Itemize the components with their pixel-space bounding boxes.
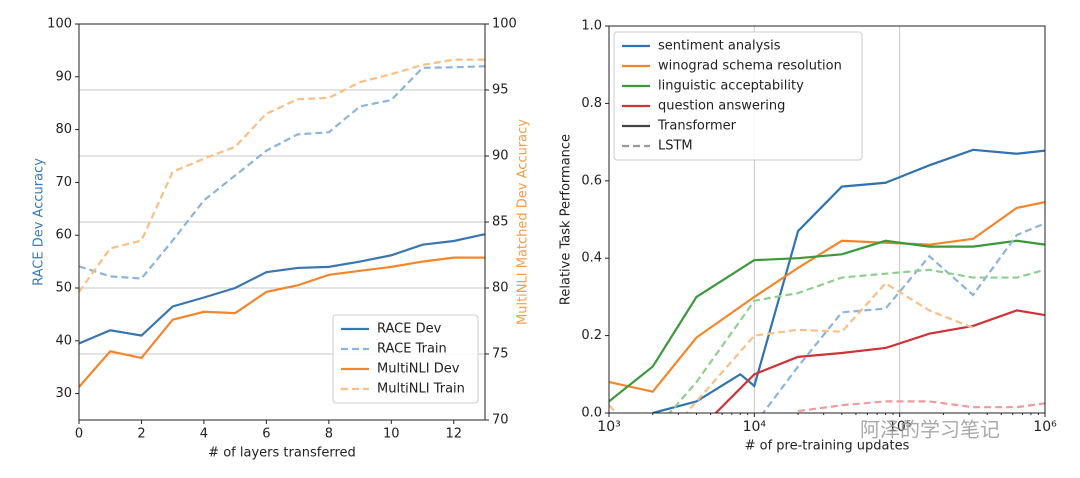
line-series [797, 400, 1045, 413]
x-axis-label: # of pre-training updates [745, 439, 910, 454]
y2-tick-label: 100 [492, 17, 517, 32]
y-tick-label: 30 [55, 386, 72, 401]
x-tick-label: 0 [75, 427, 83, 442]
line-series [668, 268, 1045, 413]
legend-label: Transformer [657, 119, 737, 134]
plot-frame [608, 25, 1046, 414]
line-series [79, 58, 485, 293]
x-tick-label: 10³ [597, 419, 620, 435]
line-series [79, 233, 485, 345]
y2-tick-label: 90 [492, 149, 509, 164]
x-tick-label: 12 [445, 427, 462, 442]
y-tick-label: 100 [47, 17, 72, 32]
y-tick-label: 50 [55, 281, 72, 296]
legend: sentiment analysis winograd schema resolu… [613, 31, 863, 161]
x-tick-label: 4 [200, 427, 208, 442]
line-series [714, 309, 1045, 413]
series-group [79, 58, 485, 388]
x-tick-label: 10 [383, 427, 400, 442]
y2-axis-label: MultiNLI Matched Dev Accuracy [516, 119, 531, 325]
x-tick-label: 6 [262, 427, 270, 442]
legend-label: LSTM [658, 139, 693, 154]
line-series [609, 201, 1045, 393]
x-axis-label: # of layers transferred [208, 446, 356, 461]
y-tick-label: 0.2 [581, 328, 602, 343]
series-group [609, 148, 1045, 413]
watermark: 阿泽的学习笔记 [860, 418, 1000, 442]
chart: 0 2 4 6 8 10 12 30 40 50 60 70 80 90 100 70 75 80 85 90 95 10… [32, 17, 531, 461]
y-tick-label: 80 [55, 122, 72, 137]
line-series [761, 222, 1045, 413]
chart: 10³ 10⁴ 10⁵ 10⁶ 0.0 0.2 0.4 0.6 0.8 1.0 # of pre-t… [559, 19, 1058, 454]
legend-box [613, 31, 863, 161]
y-tick-label: 0.6 [581, 173, 602, 188]
y-tick-label: 0.8 [581, 96, 602, 111]
legend: RACE Dev RACE Train MultiNLI Dev MultiNLI T… [332, 314, 479, 404]
x-tick-label: 10⁶ [1033, 419, 1057, 435]
y2-tick-label: 80 [492, 281, 509, 296]
y-tick-label: 60 [55, 228, 72, 243]
line-series [609, 239, 1045, 403]
legend-label: winograd schema resolution [658, 59, 842, 74]
y-tick-label: 40 [55, 333, 72, 348]
legend-box [332, 314, 479, 404]
y-tick-label: 0.0 [581, 406, 602, 421]
plot-frame [78, 23, 486, 421]
y-tick-label: 70 [55, 175, 72, 190]
x-tick-label: 8 [325, 427, 333, 442]
y-tick-label: 1.0 [581, 19, 602, 34]
legend-label: sentiment analysis [658, 39, 781, 54]
y-tick-label: 90 [55, 69, 72, 84]
line-series [652, 148, 1045, 413]
legend-label: RACE Dev [377, 322, 442, 337]
y-axis-label: Relative Task Performance [559, 134, 574, 305]
legend-label: MultiNLI Dev [377, 362, 460, 377]
y2-tick-label: 70 [492, 413, 509, 428]
legend-label: question answering [658, 99, 785, 114]
y2-tick-label: 95 [492, 83, 509, 98]
legend-label: MultiNLI Train [377, 382, 465, 397]
x-tick-label: 2 [137, 427, 145, 442]
y-tick-label: 0.4 [581, 251, 602, 266]
y-axis-label: RACE Dev Accuracy [32, 158, 47, 286]
legend-label: linguistic acceptability [658, 79, 804, 94]
y2-tick-label: 85 [492, 215, 509, 230]
x-tick-label: 10⁴ [743, 419, 767, 435]
line-series [79, 256, 485, 388]
line-series [79, 65, 485, 280]
legend-label: RACE Train [377, 342, 447, 357]
y2-tick-label: 75 [492, 347, 509, 362]
x-tick-label: 10⁵ [888, 419, 911, 435]
